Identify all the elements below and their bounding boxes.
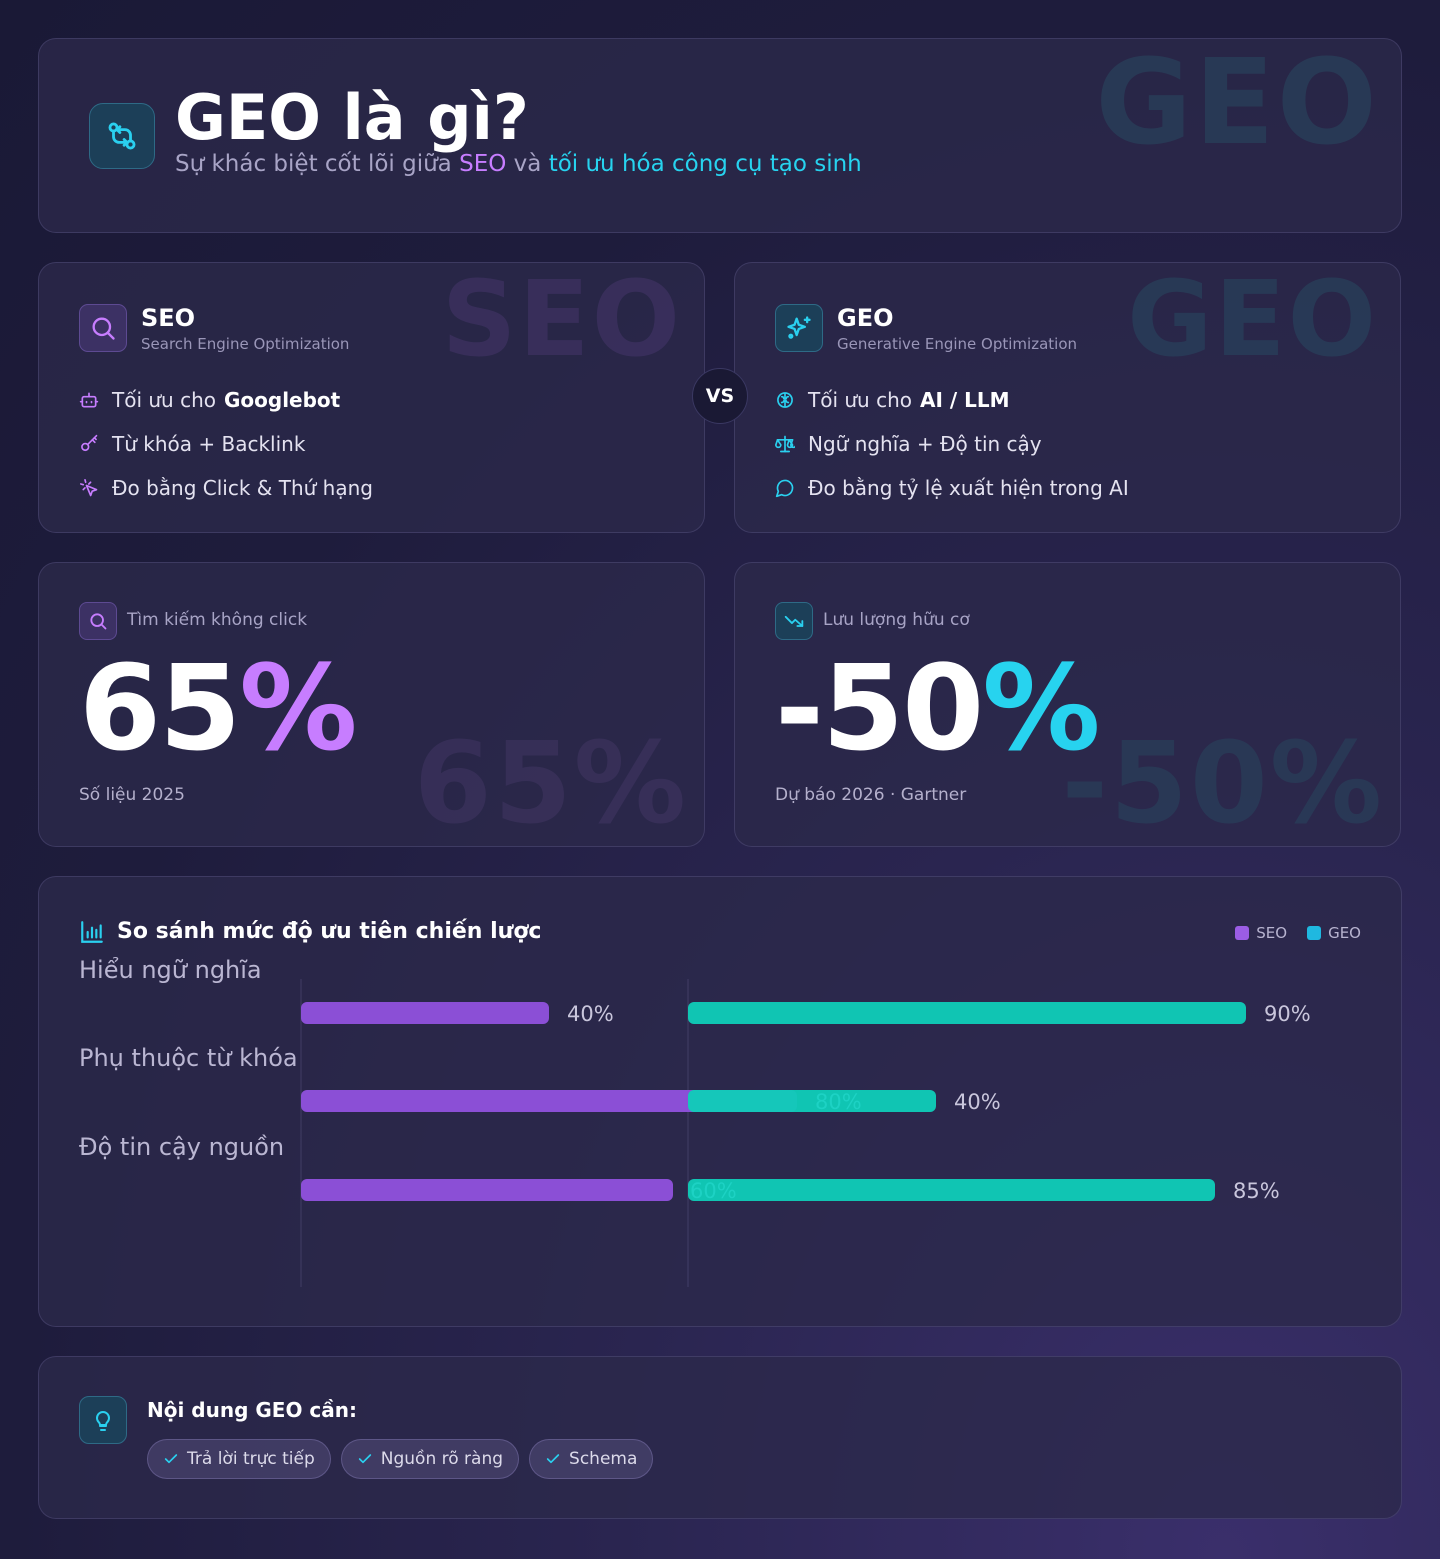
data-label-geo: 40%: [954, 1090, 1001, 1114]
chart-title: So sánh mức độ ưu tiên chiến lược: [117, 919, 542, 944]
geo-title: GEO: [837, 304, 894, 332]
legend-swatch-geo: [1307, 926, 1322, 940]
bar-seo: [301, 1002, 549, 1024]
check-icon: [546, 1454, 560, 1464]
stat-label: Lưu lượng hữu cơ: [823, 610, 970, 630]
seo-subtitle: Search Engine Optimization: [141, 335, 350, 353]
check-icon: [164, 1454, 178, 1464]
bar-seo: [301, 1179, 673, 1201]
bar-geo: [688, 1090, 936, 1112]
header-watermark: GEO: [1095, 38, 1379, 171]
trending-down-icon: [775, 602, 813, 640]
stat-value: -50%: [775, 639, 1100, 777]
robot-icon: [79, 390, 99, 410]
data-label-seo: 40%: [567, 1002, 614, 1026]
chart-card: Hiểu ngữ nghĩa 40% 90% Phụ thuộc từ khóa 80%…: [38, 876, 1402, 1327]
legend-swatch-seo: [1235, 926, 1250, 940]
seo-watermark: SEO: [441, 262, 682, 380]
sparkles-icon: [775, 304, 823, 352]
stat-label: Tìm kiếm không click: [127, 610, 308, 630]
data-label-seo: 60%: [690, 1179, 737, 1203]
stat-value: 65%: [79, 639, 357, 777]
scale-icon: [775, 434, 795, 454]
geo-feature-list: Tối ưu cho AI / LLM Ngữ nghĩa + Độ tin c…: [775, 378, 1129, 510]
check-icon: [358, 1454, 371, 1464]
brain-icon: [775, 390, 795, 410]
search-icon: [79, 304, 127, 352]
stat-watermark: -50%: [1061, 719, 1384, 847]
page-title: GEO là gì?: [175, 81, 529, 154]
search-icon: [79, 602, 117, 640]
legend-item-geo: GEO: [1307, 924, 1361, 942]
bar-geo: [688, 1002, 1246, 1024]
lightbulb-icon: [79, 1396, 127, 1444]
tips-tag-list: Trả lời trực tiếp Nguồn rõ ràng Schema: [147, 1439, 654, 1479]
tag-clear-source: Nguồn rõ ràng: [340, 1439, 520, 1479]
stat-card-zero-click: 65% Tìm kiếm không click 65% Số liệu 202…: [38, 562, 705, 847]
list-item: Đo bằng tỷ lệ xuất hiện trong AI: [775, 466, 1129, 510]
subtitle-seo: SEO: [459, 151, 507, 177]
category-label: Độ tin cậy nguồn: [79, 1133, 284, 1161]
data-label-geo: 90%: [1264, 1002, 1311, 1026]
tag-schema: Schema: [529, 1439, 654, 1479]
list-item: Đo bằng Click & Thứ hạng: [79, 466, 373, 510]
geo-subtitle: Generative Engine Optimization: [837, 335, 1077, 353]
page-subtitle: Sự khác biệt cốt lõi giữa SEO và tối ưu …: [175, 151, 862, 177]
list-item: Từ khóa + Backlink: [79, 422, 373, 466]
bar-chart-icon: [79, 919, 105, 945]
category-label: Phụ thuộc từ khóa: [79, 1044, 298, 1072]
list-item: Tối ưu cho AI / LLM: [775, 378, 1129, 422]
subtitle-prefix: Sự khác biệt cốt lõi giữa: [175, 151, 452, 177]
subtitle-and: và: [513, 151, 542, 177]
chat-icon: [775, 478, 795, 498]
geo-watermark: GEO: [1127, 262, 1378, 380]
category-label: Hiểu ngữ nghĩa: [79, 956, 262, 984]
header-card: GEO GEO là gì? Sự khác biệt cốt lõi giữa…: [38, 38, 1402, 233]
geo-content-tips-card: Nội dung GEO cần: Trả lời trực tiếp Nguồ…: [38, 1356, 1402, 1519]
geo-card: GEO GEO Generative Engine Optimization T…: [734, 262, 1401, 533]
legend-item-seo: SEO: [1235, 924, 1287, 942]
bar-chart: Hiểu ngữ nghĩa 40% 90% Phụ thuộc từ khóa 80%…: [79, 956, 1311, 1287]
chart-legend: SEO GEO: [1235, 924, 1361, 942]
click-icon: [79, 478, 99, 498]
seo-card: SEO SEO Search Engine Optimization Tối ư…: [38, 262, 705, 533]
tag-direct-answer: Trả lời trực tiếp: [147, 1439, 331, 1479]
subtitle-geo: tối ưu hóa công cụ tạo sinh: [548, 151, 862, 177]
key-icon: [79, 434, 99, 454]
data-label-geo: 85%: [1233, 1179, 1280, 1203]
bar-seo: [301, 1090, 797, 1112]
list-item: Ngữ nghĩa + Độ tin cậy: [775, 422, 1129, 466]
seo-feature-list: Tối ưu cho Googlebot Từ khóa + Backlink …: [79, 378, 373, 510]
stat-watermark: 65%: [413, 719, 688, 847]
vs-badge: VS: [692, 368, 748, 424]
bar-geo: [688, 1179, 1215, 1201]
tips-title: Nội dung GEO cần:: [147, 1398, 357, 1422]
stat-card-organic-traffic: -50% Lưu lượng hữu cơ -50% Dự báo 2026 ·…: [734, 562, 1401, 847]
stat-note: Dự báo 2026 · Gartner: [775, 785, 967, 805]
git-compare-icon: [89, 103, 155, 169]
data-label-seo: 80%: [815, 1090, 862, 1114]
stat-note: Số liệu 2025: [79, 785, 185, 805]
list-item: Tối ưu cho Googlebot: [79, 378, 373, 422]
seo-title: SEO: [141, 304, 196, 332]
